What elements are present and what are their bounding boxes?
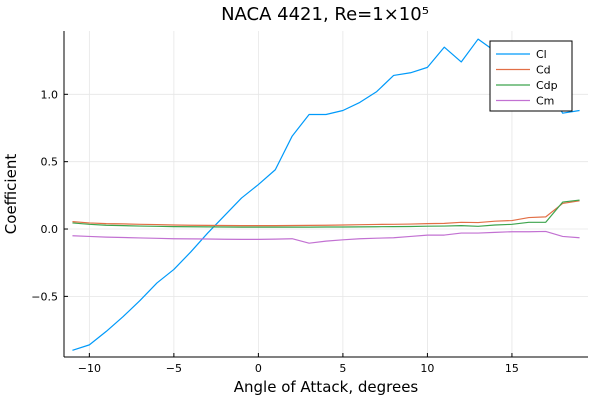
y-tick-label: 1.0 xyxy=(41,88,59,101)
legend-label-cd: Cd xyxy=(536,64,551,77)
x-tick-label: 5 xyxy=(339,362,346,375)
x-tick-label: −5 xyxy=(166,362,182,375)
y-tick-label: −0.5 xyxy=(31,290,58,303)
x-tick-label: 10 xyxy=(420,362,434,375)
series-line-cdp xyxy=(72,199,580,228)
y-tick-label: 0.5 xyxy=(41,156,59,169)
legend: Cl Cd Cdp Cm xyxy=(489,40,573,112)
axes xyxy=(63,31,588,358)
legend-label-cm: Cm xyxy=(536,95,554,108)
x-axis-title: Angle of Attack, degrees xyxy=(234,378,419,396)
chart-title: NACA 4421, Re=1×10⁵ xyxy=(221,4,429,25)
series-line-cd xyxy=(72,200,580,227)
x-tick-label: 15 xyxy=(505,362,519,375)
legend-box xyxy=(489,40,573,112)
x-tick-label: 0 xyxy=(255,362,262,375)
y-tick-label: 0.0 xyxy=(41,223,59,236)
x-tick-label: −10 xyxy=(78,362,101,375)
y-axis-title: Coefficient xyxy=(2,154,20,235)
series-line-cm xyxy=(72,230,580,244)
legend-label-cl: Cl xyxy=(536,48,547,61)
legend-label-cdp: Cdp xyxy=(536,79,558,92)
tick-labels: −10 −5 0 5 10 15 −0.5 0.0 0.5 1.0 xyxy=(31,88,519,375)
